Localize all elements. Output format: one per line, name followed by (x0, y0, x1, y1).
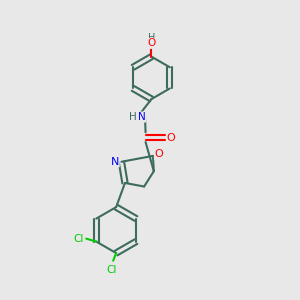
Text: H: H (148, 32, 155, 43)
Text: N: N (111, 157, 119, 167)
Text: O: O (154, 149, 163, 159)
Text: Cl: Cl (106, 265, 117, 275)
Text: Cl: Cl (74, 234, 84, 244)
Text: O: O (167, 133, 176, 142)
Text: O: O (147, 38, 156, 48)
Text: N: N (138, 112, 146, 122)
Text: H: H (129, 112, 137, 122)
